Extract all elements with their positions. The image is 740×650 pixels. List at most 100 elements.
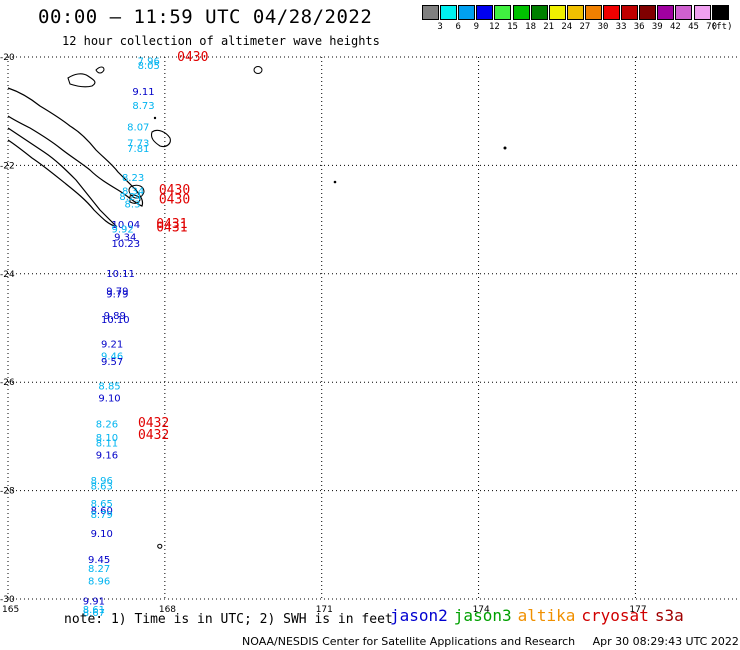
latitude-tick-label: -26 [0, 378, 15, 388]
legend-label: 42 [669, 22, 681, 32]
wave-height-value: 9.11 [132, 87, 154, 98]
wave-height-value: 8.34 [122, 186, 144, 197]
satellite-name-s3a: s3a [654, 606, 684, 625]
longitude-tick-label: 174 [473, 605, 490, 615]
latitude-tick-label: -20 [0, 53, 15, 63]
latitude-tick-label: -30 [0, 595, 15, 605]
wave-height-value: 9.45 [88, 555, 110, 566]
wave-height-value: 8.07 [127, 122, 149, 133]
pass-time-label: 0430 [159, 183, 190, 198]
wave-height-value: 9.91 [83, 597, 105, 608]
credit-line: NOAA/NESDIS Center for Satellite Applica… [242, 635, 739, 648]
latitude-tick-label: -28 [0, 487, 15, 497]
small-islet [153, 116, 157, 120]
wave-height-value: 8.10 [96, 433, 118, 444]
credit-text: NOAA/NESDIS Center for Satellite Applica… [242, 635, 576, 648]
pass-time-label: 0431 [156, 221, 187, 236]
satellite-name-jason3: jason3 [453, 606, 512, 625]
longitude-tick-label: 168 [159, 605, 176, 615]
legend-label: 6 [455, 22, 461, 32]
wave-height-value: 8.05 [138, 61, 160, 72]
legend-swatch [675, 5, 693, 20]
legend-label: 27 [579, 22, 591, 32]
legend-label: 70 [706, 22, 718, 32]
legend-swatch [458, 5, 476, 20]
legend-label: 3 [437, 22, 443, 32]
wave-height-value: 9.10 [98, 393, 120, 404]
axis-tick-labels: 165 168 171 174 177 -20 -22 -24 -26 -28 -30 [0, 53, 647, 615]
loyalty-islands [150, 129, 171, 148]
wave-height-value: 7.73 [127, 139, 149, 150]
legend-swatch [621, 5, 639, 20]
satellite-legend: jason2 jason3 altika cryosat s3a [390, 606, 690, 625]
generated-timestamp: Apr 30 08:29:43 UTC 2022 [592, 635, 739, 648]
legend-label: 39 [651, 22, 663, 32]
legend-swatch [476, 5, 494, 20]
satellite-name-jason2: jason2 [390, 606, 448, 625]
longitude-tick-label: 171 [316, 605, 333, 615]
wave-height-value: 9.10 [91, 529, 113, 540]
wave-height-value: 7.81 [127, 144, 149, 155]
legend-swatch [548, 5, 566, 20]
legend-label: 18 [525, 22, 537, 32]
legend-swatch [422, 5, 439, 20]
wave-height-value: 8.60 [91, 506, 113, 517]
pass-time-label: 0432 [138, 416, 169, 431]
legend-label: 15 [507, 22, 518, 32]
legend-swatch [639, 5, 657, 20]
northern-islets-2 [95, 66, 105, 74]
wave-height-value: 8.65 [91, 499, 113, 510]
wave-height-value: 8.73 [132, 101, 154, 112]
wave-height-value: 9.16 [96, 450, 118, 461]
wave-height-value: 10.04 [111, 220, 140, 231]
legend-label: 9 [473, 22, 479, 32]
wave-height-value: 8.63 [91, 481, 113, 492]
wave-height-value: 8.26 [96, 419, 118, 430]
legend-label: 21 [543, 22, 555, 32]
page-subtitle: 12 hour collection of altimeter wave hei… [62, 34, 380, 48]
map-gridlines [7, 56, 740, 600]
wave-height-value: 8.61 [83, 605, 105, 616]
legend-swatch [657, 5, 675, 20]
norfolk-island [157, 543, 163, 549]
wave-height-value: 8.85 [98, 382, 120, 393]
wave-height-value: 9.34 [114, 232, 136, 243]
small-islet [333, 180, 337, 184]
wave-height-value: 8.96 [88, 577, 110, 588]
mare-island [129, 194, 141, 204]
isolated-island [253, 66, 263, 74]
satellite-name-altika: altika [517, 606, 576, 625]
wave-height-value: 8.67 [83, 608, 105, 619]
wave-height-value: 8.79 [91, 510, 113, 521]
legend-label: 45 [688, 22, 699, 32]
legend-label: 33 [615, 22, 627, 32]
new-caledonia-coastline [7, 87, 144, 207]
wave-height-value: 9.21 [101, 339, 123, 350]
pass-time-label: 0432 [138, 428, 169, 443]
wave-height-value: 8.3 [125, 199, 141, 210]
coastline-outline [7, 66, 507, 549]
legend-label: 24 [561, 22, 573, 32]
wave-height-value: 10.10 [101, 315, 130, 326]
wave-height-value: 7.96 [138, 56, 160, 67]
wave-height-value: 10.11 [106, 269, 135, 280]
legend-swatch [512, 5, 530, 20]
wave-height-value: 8.24 [119, 192, 141, 203]
legend-swatch [693, 5, 711, 20]
pass-time-label: 0430 [159, 193, 190, 208]
legend-label: 30 [597, 22, 609, 32]
wave-height-value: 8.11 [96, 438, 118, 449]
wave-height-value: 9.79 [106, 289, 128, 300]
wave-height-measurements: 7.968.05 9.11 8.73 8.07 7.737.81 8.23 8.348.24… [83, 56, 160, 619]
wave-height-value: 9.92 [111, 224, 133, 235]
small-islet [503, 146, 507, 150]
new-caledonia-coastline-west [7, 127, 118, 227]
legend-swatch [711, 5, 729, 20]
wave-height-value: 10.23 [111, 239, 140, 250]
pass-time-label: 0430 [177, 50, 208, 65]
longitude-tick-label: 165 [2, 605, 19, 615]
wave-height-value: 9.79 [106, 287, 128, 298]
legend-swatch [440, 5, 458, 20]
legend-swatch [566, 5, 584, 20]
